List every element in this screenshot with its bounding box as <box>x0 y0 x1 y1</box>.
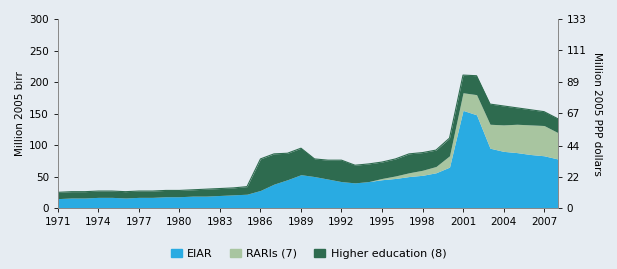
Y-axis label: Million 2005 PPP dollars: Million 2005 PPP dollars <box>592 52 602 175</box>
Legend: EIAR, RARIs (7), Higher education (8): EIAR, RARIs (7), Higher education (8) <box>166 245 451 263</box>
Y-axis label: Million 2005 birr: Million 2005 birr <box>15 71 25 156</box>
